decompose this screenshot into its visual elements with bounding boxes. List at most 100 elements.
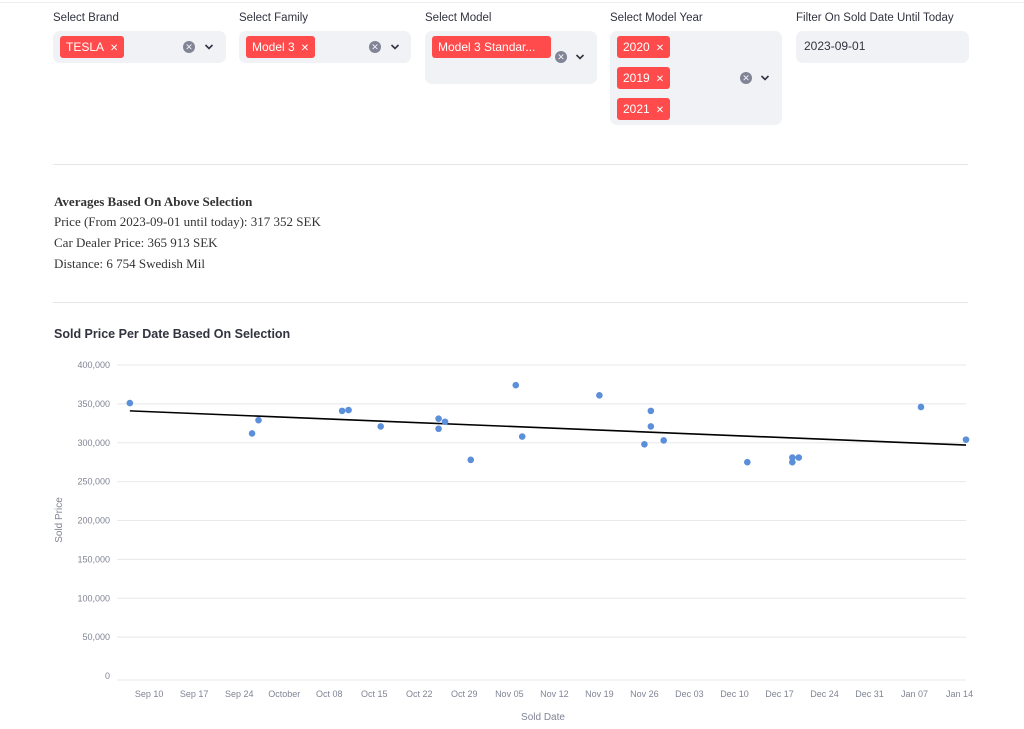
x-tick-label: Nov 26 <box>630 689 659 699</box>
y-tick-label: 200,000 <box>77 516 110 526</box>
x-tick-label: Nov 19 <box>585 689 614 699</box>
model-year-filter: Select Model Year 2020 ✕ 2019 ✕ 2021 ✕ ✕ <box>610 10 782 125</box>
x-tick-label: Jan 07 <box>901 689 928 699</box>
close-icon[interactable]: ✕ <box>110 43 119 54</box>
average-dealer-price: Car Dealer Price: 365 913 SEK <box>54 235 218 250</box>
data-point <box>255 416 262 424</box>
y-tick-label: 300,000 <box>77 438 110 448</box>
data-point <box>467 456 475 464</box>
family-filter-label: Select Family <box>239 12 309 24</box>
data-point <box>962 436 970 443</box>
model-multiselect[interactable]: Model 3 Standar... ✕ <box>425 31 597 84</box>
data-point <box>441 418 449 426</box>
y-tick-label: 400,000 <box>77 360 110 370</box>
x-tick-label: Oct 22 <box>406 689 433 699</box>
data-point <box>660 437 668 444</box>
x-tick-label: Dec 31 <box>855 689 884 699</box>
data-point <box>789 458 796 466</box>
family-tag[interactable]: Model 3 ✕ <box>246 36 316 58</box>
brand-filter: Select Brand TESLA ✕ ✕ <box>53 10 226 63</box>
model-year-tag[interactable]: 2019 ✕ <box>617 67 671 89</box>
clear-icon[interactable]: ✕ <box>555 51 567 63</box>
chevron-down-icon[interactable] <box>203 41 215 53</box>
data-point <box>744 458 751 466</box>
data-point <box>338 407 346 415</box>
x-tick-label: Oct 29 <box>451 689 478 699</box>
data-point <box>435 415 442 422</box>
model-tag-label: Model 3 Standar... <box>438 40 536 54</box>
sold-date-filter: Filter On Sold Date Until Today 2023-09-… <box>796 10 969 63</box>
data-point <box>126 399 134 407</box>
y-tick-label: 150,000 <box>77 554 110 564</box>
model-year-tag-label: 2021 <box>623 102 650 116</box>
clear-icon[interactable]: ✕ <box>740 72 752 84</box>
model-filter: Select Model Model 3 Standar... ✕ <box>425 10 597 84</box>
y-tick-label: 100,000 <box>77 593 110 603</box>
chevron-down-icon[interactable] <box>574 51 586 63</box>
x-tick-label: Dec 03 <box>675 689 704 699</box>
y-axis-title: Sold Price <box>54 497 65 543</box>
sold-date-input[interactable]: 2023-09-01 <box>796 31 969 63</box>
brand-filter-label: Select Brand <box>53 12 119 24</box>
model-filter-label: Select Model <box>425 12 492 24</box>
model-tag[interactable]: Model 3 Standar... <box>432 36 551 58</box>
data-point <box>377 423 385 430</box>
data-point <box>248 430 256 437</box>
model-year-tag-label: 2019 <box>623 71 650 85</box>
close-icon[interactable]: ✕ <box>655 74 665 85</box>
section-divider <box>53 164 968 165</box>
chevron-down-icon[interactable] <box>389 41 401 53</box>
model-year-tag[interactable]: 2021 ✕ <box>617 98 671 120</box>
sold-date-value: 2023-09-01 <box>804 39 866 53</box>
data-point <box>345 406 352 414</box>
average-distance: Distance: 6 754 Swedish Mil <box>54 256 205 271</box>
sold-date-filter-label: Filter On Sold Date Until Today <box>796 12 954 24</box>
data-point <box>512 381 520 389</box>
close-icon[interactable]: ✕ <box>300 43 310 54</box>
y-tick-label: 0 <box>105 671 110 681</box>
y-tick-label: 50,000 <box>82 632 110 642</box>
clear-icon[interactable]: ✕ <box>369 41 381 53</box>
model-year-filter-label: Select Model Year <box>610 12 703 24</box>
model-year-tag[interactable]: 2020 ✕ <box>617 36 671 58</box>
x-tick-label: Dec 10 <box>720 689 749 699</box>
data-point <box>641 441 648 448</box>
data-point <box>596 392 603 399</box>
family-multiselect[interactable]: Model 3 ✕ ✕ <box>239 31 411 63</box>
data-point <box>647 407 655 415</box>
data-point <box>647 423 655 430</box>
x-tick-label: Sep 17 <box>180 689 209 699</box>
x-tick-label: Nov 05 <box>495 689 524 699</box>
x-tick-label: Dec 24 <box>810 689 839 699</box>
chevron-down-icon[interactable] <box>759 72 771 84</box>
brand-multiselect[interactable]: TESLA ✕ ✕ <box>53 31 226 63</box>
average-price: Price (From 2023-09-01 until today): 317… <box>54 214 321 229</box>
data-point <box>795 454 803 461</box>
brand-tag[interactable]: TESLA ✕ <box>60 36 125 58</box>
x-tick-label: October <box>268 689 300 699</box>
brand-tag-label: TESLA <box>66 40 105 54</box>
x-tick-label: Nov 12 <box>540 689 569 699</box>
model-year-multiselect[interactable]: 2020 ✕ 2019 ✕ 2021 ✕ ✕ <box>610 31 782 125</box>
close-icon[interactable]: ✕ <box>655 105 665 116</box>
x-axis-title: Sold Date <box>521 712 565 723</box>
clear-icon[interactable]: ✕ <box>183 41 195 53</box>
family-tag-label: Model 3 <box>252 40 295 54</box>
data-point <box>789 454 796 461</box>
averages-block: Averages Based On Above Selection Price … <box>54 193 321 274</box>
model-year-tag-label: 2020 <box>623 40 650 54</box>
data-point <box>917 403 925 411</box>
top-rule <box>0 2 1024 3</box>
chart-title: Sold Price Per Date Based On Selection <box>54 327 291 341</box>
x-tick-label: Jan 14 <box>946 689 973 699</box>
x-tick-label: Sep 10 <box>135 689 164 699</box>
close-icon[interactable]: ✕ <box>655 43 665 54</box>
x-tick-label: Oct 15 <box>361 689 388 699</box>
section-divider <box>53 302 968 303</box>
x-tick-label: Dec 17 <box>765 689 794 699</box>
y-tick-label: 350,000 <box>77 399 110 409</box>
x-tick-label: Oct 08 <box>316 689 343 699</box>
averages-heading: Averages Based On Above Selection <box>54 194 253 209</box>
y-tick-label: 250,000 <box>77 477 110 487</box>
